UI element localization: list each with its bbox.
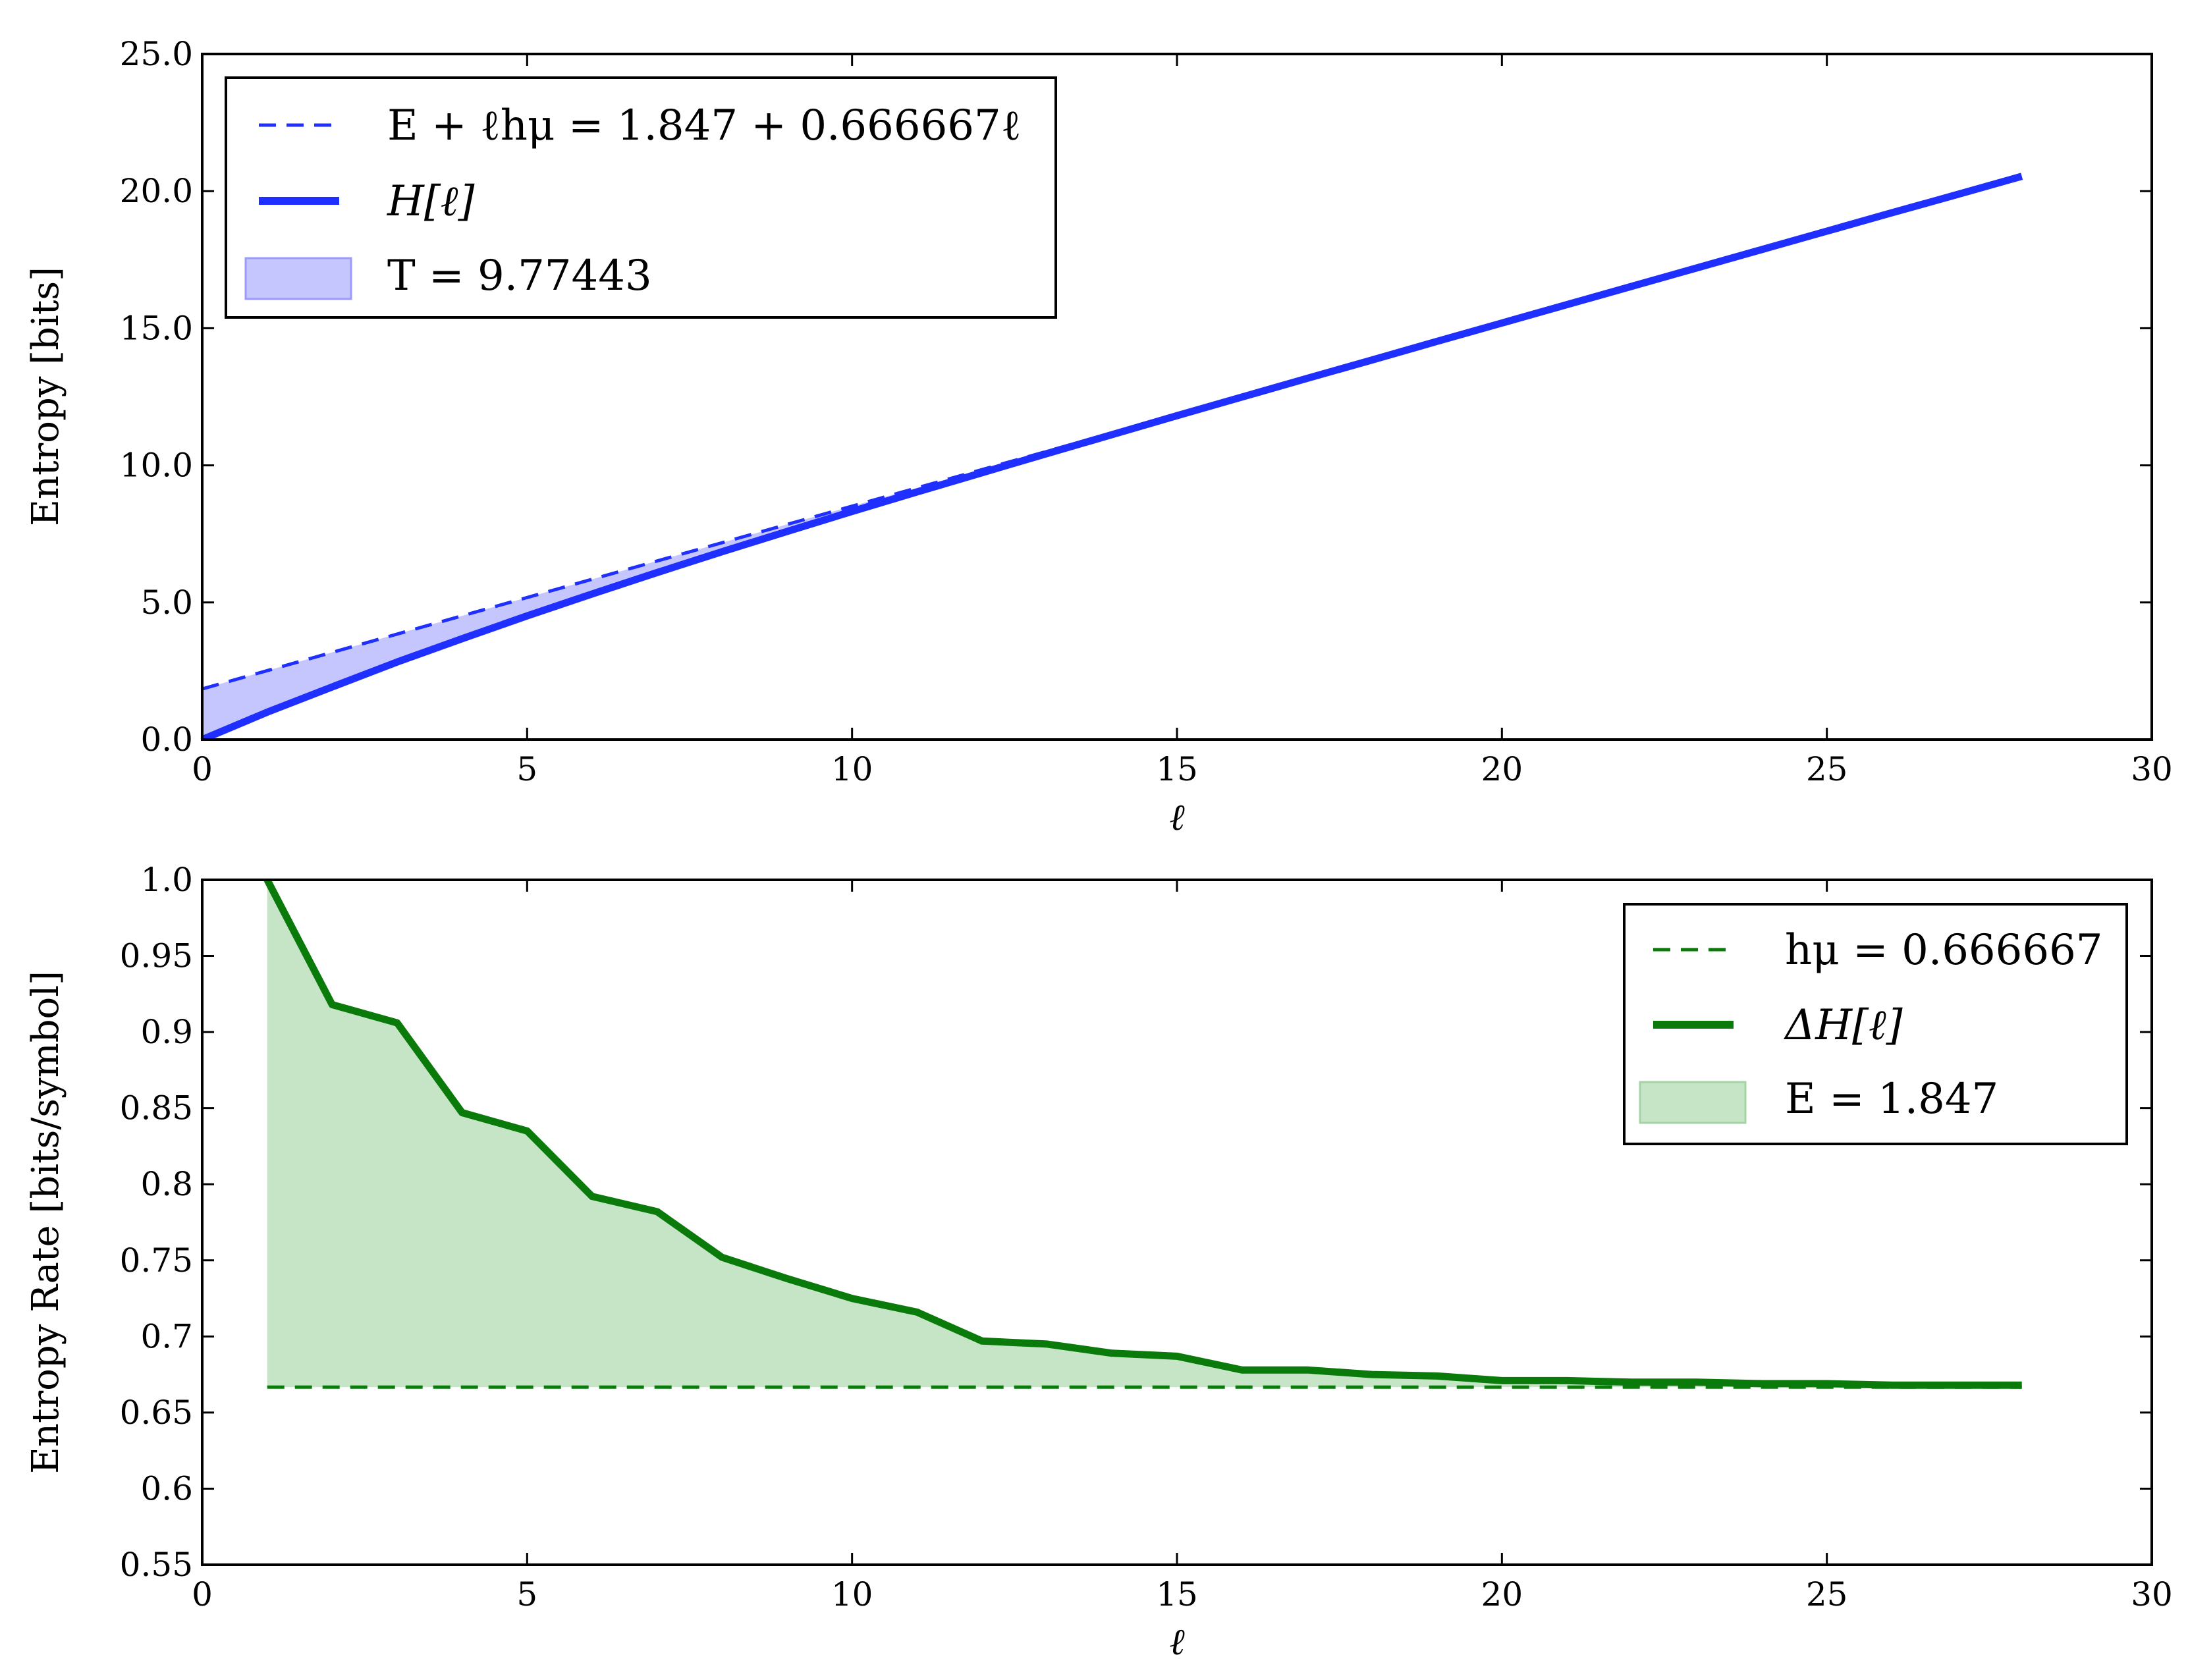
x-tick-label: 5 — [516, 750, 537, 788]
legend-label-block-entropy: H[ℓ] — [387, 177, 475, 226]
y-tick-label: 0.8 — [140, 1165, 193, 1203]
y-tick-label: 0.7 — [140, 1317, 193, 1355]
y-tick-label: 0.6 — [140, 1469, 193, 1507]
y-tick-label: 15.0 — [120, 309, 193, 347]
entropy-rate-y-axis-label: Entropy Rate [bits/symbol] — [24, 971, 67, 1474]
entropy-rate-legend: hμ = 0.666667 ΔH[ℓ] E = 1.847 — [1623, 903, 2128, 1145]
entropy-rate-chart: 0 5 10 15 20 25 30 0.55 0.6 0.65 0.7 0.75 0.8 0.85 0.9… — [24, 861, 2173, 1664]
y-tick-label: 0.85 — [120, 1089, 193, 1127]
x-tick-label: 5 — [516, 1575, 537, 1613]
entropy-legend-box — [225, 76, 1057, 319]
x-tick-label: 25 — [1806, 750, 1848, 788]
entropy-chart-frame — [201, 53, 2153, 741]
y-tick-label: 0.9 — [140, 1013, 193, 1051]
y-tick-label: 0.0 — [140, 720, 193, 759]
y-tick-label: 0.75 — [120, 1241, 193, 1280]
x-tick-label: 30 — [2131, 1575, 2173, 1613]
legend-label-entropy-rate: hμ = 0.666667 — [1785, 926, 2103, 975]
entropy-chart-ticks: 0 5 10 15 20 25 30 0.0 5.0 10.0 15.0 20.0 25.0 — [120, 35, 2173, 788]
legend-label-transient-information: T = 9.77443 — [387, 252, 652, 300]
entropy-rate-chart-frame — [201, 879, 2153, 1566]
y-tick-label: 20.0 — [120, 172, 193, 210]
y-tick-label: 0.55 — [120, 1546, 193, 1584]
y-tick-label: 25.0 — [120, 35, 193, 73]
entropy-rate-x-axis-label: ℓ — [1169, 1621, 1185, 1664]
y-tick-label: 1.0 — [140, 861, 193, 899]
entropy-lines-layer — [202, 173, 2023, 740]
entropy-y-axis-label: Entropy [bits] — [24, 267, 67, 526]
entropy-gain-line — [263, 880, 2022, 1389]
entropy-legend: E + ℓhμ = 1.847 + 0.666667ℓ H[ℓ] T = 9.7… — [225, 76, 1057, 319]
x-tick-label: 20 — [1481, 750, 1523, 788]
legend-label-asymptote: E + ℓhμ = 1.847 + 0.666667ℓ — [387, 101, 1021, 150]
y-tick-label: 0.65 — [120, 1394, 193, 1432]
legend-label-excess-entropy: E = 1.847 — [1785, 1075, 1998, 1124]
entropy-x-axis-label: ℓ — [1169, 796, 1185, 839]
legend-label-entropy-gain: ΔH[ℓ] — [1783, 1001, 1903, 1050]
entropy-rate-lines-layer — [263, 880, 2022, 1389]
x-tick-label: 15 — [1156, 750, 1198, 788]
entropy-rate-fill-layer — [267, 880, 2022, 1388]
y-tick-label: 5.0 — [140, 583, 193, 622]
x-tick-label: 25 — [1806, 1575, 1848, 1613]
legend-fill-swatch — [244, 257, 352, 300]
x-tick-label: 15 — [1156, 1575, 1198, 1613]
entropy-rate-chart-ticks: 0 5 10 15 20 25 30 0.55 0.6 0.65 0.7 0.75 0.8 0.85 0.9… — [120, 861, 2173, 1613]
x-tick-label: 10 — [831, 750, 873, 788]
x-tick-label: 20 — [1481, 1575, 1523, 1613]
legend-rate-fill-swatch — [1639, 1081, 1747, 1124]
x-tick-label: 0 — [192, 750, 213, 788]
entropy-chart: 0 5 10 15 20 25 30 0.0 5.0 10.0 15.0 20.0 25.0 Entro… — [24, 35, 2173, 839]
y-tick-label: 10.0 — [120, 447, 193, 485]
x-tick-label: 10 — [831, 1575, 873, 1613]
excess-entropy-fill — [267, 880, 2022, 1388]
x-tick-label: 0 — [192, 1575, 213, 1613]
y-tick-label: 0.95 — [120, 937, 193, 975]
x-tick-label: 30 — [2131, 750, 2173, 788]
block-entropy-line — [202, 173, 2023, 740]
